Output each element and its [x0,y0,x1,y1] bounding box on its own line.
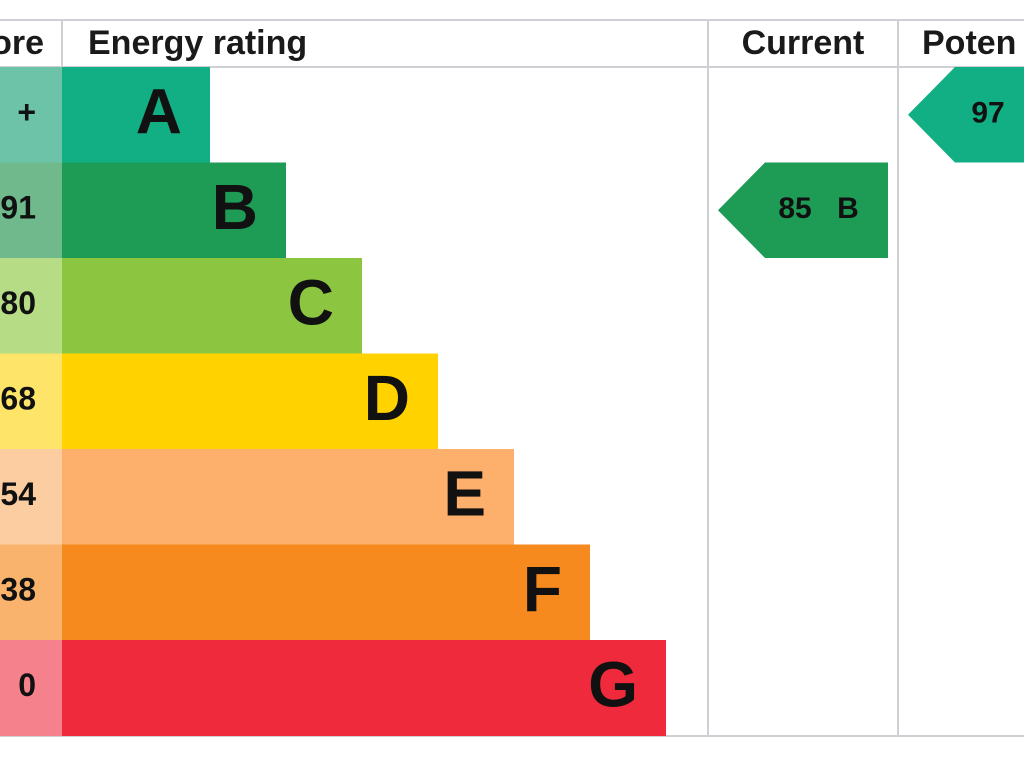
header-potential: Poten [922,24,1016,62]
band-letter: A [136,76,182,148]
band-score: 38 [0,572,36,608]
band-bar [62,544,590,641]
band-letter: E [443,458,486,530]
band-bar [62,162,286,259]
score-cell [0,162,62,259]
band-score: 80 [0,285,36,321]
band-score: + [17,94,36,130]
band-score: 68 [0,381,36,417]
band-bar [62,640,666,736]
band-letter: B [212,171,258,243]
header-rating: Energy rating [88,24,307,62]
header-current: Current [742,24,865,62]
score-cell [0,449,62,545]
band-bar [62,67,210,163]
current-score: 85 [778,192,811,225]
score-cell [0,640,62,736]
band-score: 54 [0,476,36,512]
score-cell [0,67,62,163]
band-letter: G [588,649,638,721]
band-letter: F [523,553,562,625]
current-letter: B [837,192,859,225]
band-letter: C [288,267,334,339]
band-score: 91 [0,190,36,226]
band-score: 0 [18,667,36,703]
band-bar [62,449,514,545]
score-cell [0,544,62,641]
header-score: ore [0,24,44,62]
band-bar [62,258,362,354]
potential-score: 97 [971,97,1004,130]
score-cell [0,353,62,450]
current-arrow [718,162,888,258]
band-letter: D [364,362,410,434]
potential-arrow [908,67,1024,163]
band-bar [62,353,438,450]
score-cell [0,258,62,354]
